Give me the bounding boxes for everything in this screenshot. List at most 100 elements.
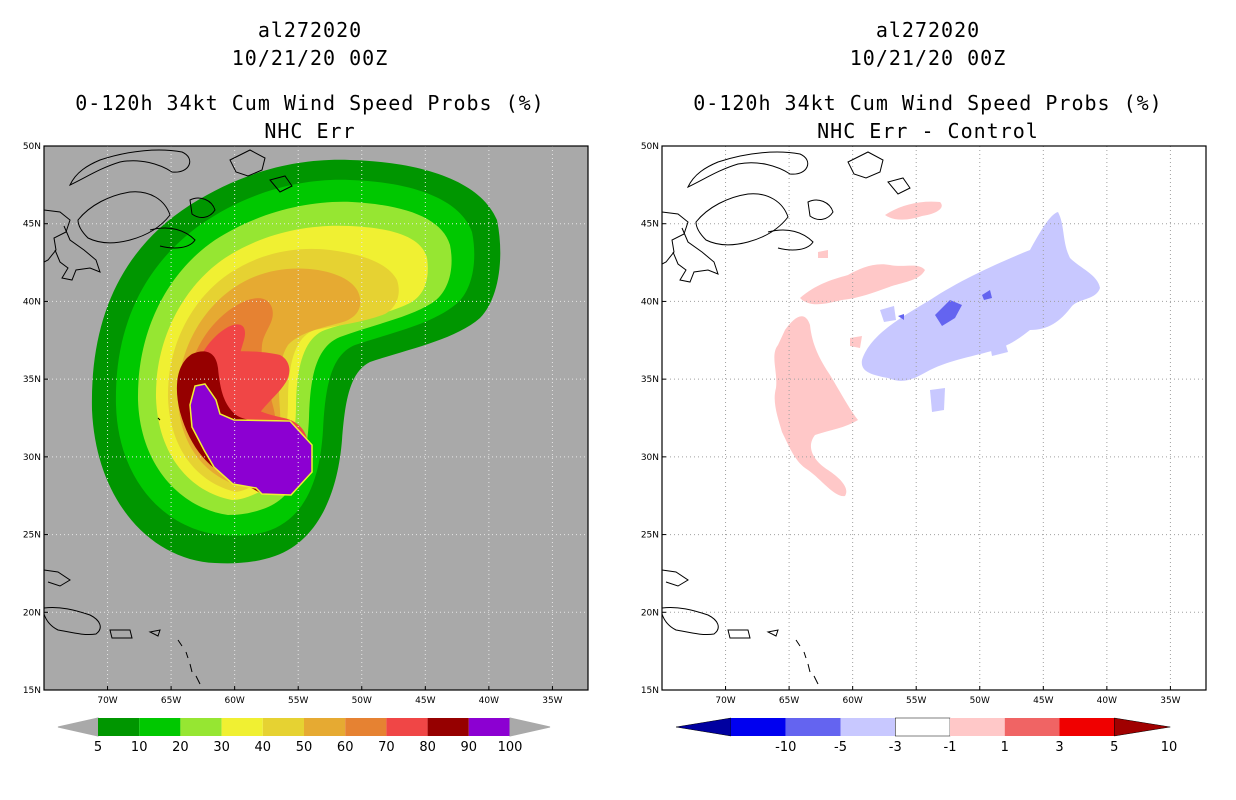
left-map-frame: [43, 145, 589, 691]
colorbar-label: 5: [1110, 740, 1118, 755]
lon-label: 55W: [288, 696, 308, 706]
right-gridlines: [662, 146, 1206, 690]
diff-negative-1to3: [861, 212, 1100, 381]
diff-negative-1to3-c: [930, 388, 945, 412]
lon-label: 65W: [161, 696, 181, 706]
right-map-background: [662, 146, 1206, 690]
lon-label: 70W: [97, 696, 117, 706]
right-colorbar: -10 -5 -3 -1 1 3 5 10: [675, 717, 1178, 755]
colorbar-label: 10: [1161, 740, 1178, 755]
lon-label: 40W: [479, 696, 499, 706]
lon-label: 65W: [779, 696, 799, 706]
lon-label: 50W: [970, 696, 990, 706]
lat-label: 25N: [23, 531, 41, 541]
left-title-date: 10/21/20 00Z: [231, 46, 389, 70]
colorbar-swatch: [180, 718, 222, 736]
lon-label: 70W: [715, 696, 735, 706]
colorbar-label: 50: [296, 740, 313, 755]
right-title-storm: al272020: [875, 18, 981, 42]
lat-label: 50N: [641, 142, 659, 152]
lon-label: 45W: [1033, 696, 1053, 706]
colorbar-label: -5: [834, 740, 847, 755]
colorbar-label: 40: [255, 740, 272, 755]
colorbar-label: -3: [889, 740, 902, 755]
lat-label: 25N: [641, 531, 659, 541]
left-coastlines: [44, 149, 293, 685]
lat-label: 20N: [641, 608, 659, 618]
colorbar-swatch: [427, 718, 469, 736]
colorbar-arrow-low: [57, 717, 99, 737]
left-probability-field: [91, 159, 501, 564]
left-title-variant: NHC Err: [264, 119, 356, 143]
lat-label: 30N: [23, 453, 41, 463]
colorbar-swatch: [785, 718, 841, 736]
lon-label: 50W: [352, 696, 372, 706]
colorbar-arrow-high: [509, 717, 551, 737]
colorbar-label: 100: [498, 740, 523, 755]
right-title-product: 0-120h 34kt Cum Wind Speed Probs (%): [693, 91, 1163, 115]
right-axis-ticks: 50N 45N 40N 35N 30N 25N 20N 15N 70W 65W 60W 55W 50W 4…: [641, 142, 1181, 706]
lat-label: 15N: [641, 686, 659, 696]
diff-negative-3to5: [935, 300, 962, 326]
colorbar-label: 5: [94, 740, 102, 755]
lon-label: 40W: [1097, 696, 1117, 706]
diff-positive-1to3-c: [885, 201, 942, 220]
colorbar-label: 70: [378, 740, 395, 755]
left-title-storm: al272020: [257, 18, 363, 42]
colorbar-label: 80: [419, 740, 436, 755]
colorbar-swatch: [468, 718, 510, 736]
colorbar-label: 90: [461, 740, 478, 755]
lat-label: 45N: [641, 220, 659, 230]
lon-label: 35W: [542, 696, 562, 706]
colorbar-swatch: [304, 718, 346, 736]
colorbar-swatch: [1059, 718, 1115, 736]
colorbar-arrow-low: [675, 717, 732, 737]
lat-label: 35N: [23, 375, 41, 385]
prob-band-100: [189, 383, 313, 496]
right-difference-field: [774, 201, 1100, 497]
lat-label: 50N: [23, 142, 41, 152]
right-title-variant: NHC Err - Control: [817, 119, 1039, 143]
diff-positive-1to3-d: [850, 336, 862, 348]
diff-negative-3to5-b: [982, 290, 992, 300]
lat-label: 30N: [641, 453, 659, 463]
diff-positive-1to3: [774, 316, 858, 497]
diff-negative-1to3-d: [990, 342, 1008, 356]
right-map-frame: [661, 145, 1207, 691]
diff-positive-1to3-b: [800, 264, 925, 305]
colorbar-swatch: [98, 718, 140, 736]
colorbar-swatch: [262, 718, 304, 736]
lat-label: 35N: [641, 375, 659, 385]
left-axis-ticks: 50N 45N 40N 35N 30N 25N 20N 15N 70W 65W 60W 55W 50W 4…: [23, 142, 563, 706]
lon-label: 60W: [224, 696, 244, 706]
lon-label: 35W: [1160, 696, 1180, 706]
right-coastlines: [662, 151, 911, 685]
diff-positive-1to3-e: [818, 250, 828, 258]
colorbar-label: 3: [1055, 740, 1063, 755]
colorbar-swatch: [1004, 718, 1060, 736]
left-colorbar: 5 10 20 30 40 50 60 70 80 90 100: [57, 717, 551, 755]
lon-label: 55W: [906, 696, 926, 706]
right-map: 50N 45N 40N 35N 30N 25N 20N 15N 70W 65W 60W 55W 50W 4…: [641, 142, 1207, 706]
colorbar-label: 60: [337, 740, 354, 755]
colorbar-label: 10: [131, 740, 148, 755]
colorbar-swatch: [221, 718, 263, 736]
left-title-product: 0-120h 34kt Cum Wind Speed Probs (%): [75, 91, 545, 115]
left-map: 50N 45N 40N 35N 30N 25N 20N 15N 70W 65W 60W 55W 50W 4…: [23, 142, 589, 706]
lat-label: 15N: [23, 686, 41, 696]
prob-band-80: [227, 351, 290, 418]
colorbar-swatch: [840, 718, 896, 736]
colorbar-label: -10: [775, 740, 796, 755]
lon-label: 60W: [842, 696, 862, 706]
colorbar-label: 20: [172, 740, 189, 755]
colorbar-swatch: [386, 718, 428, 736]
diff-negative-3to5-c: [898, 314, 904, 320]
right-title-date: 10/21/20 00Z: [849, 46, 1007, 70]
colorbar-label: 30: [213, 740, 230, 755]
left-gridlines: [44, 146, 588, 690]
lat-label: 45N: [23, 220, 41, 230]
lat-label: 40N: [23, 297, 41, 307]
colorbar-swatch: [895, 717, 951, 737]
lat-label: 20N: [23, 608, 41, 618]
